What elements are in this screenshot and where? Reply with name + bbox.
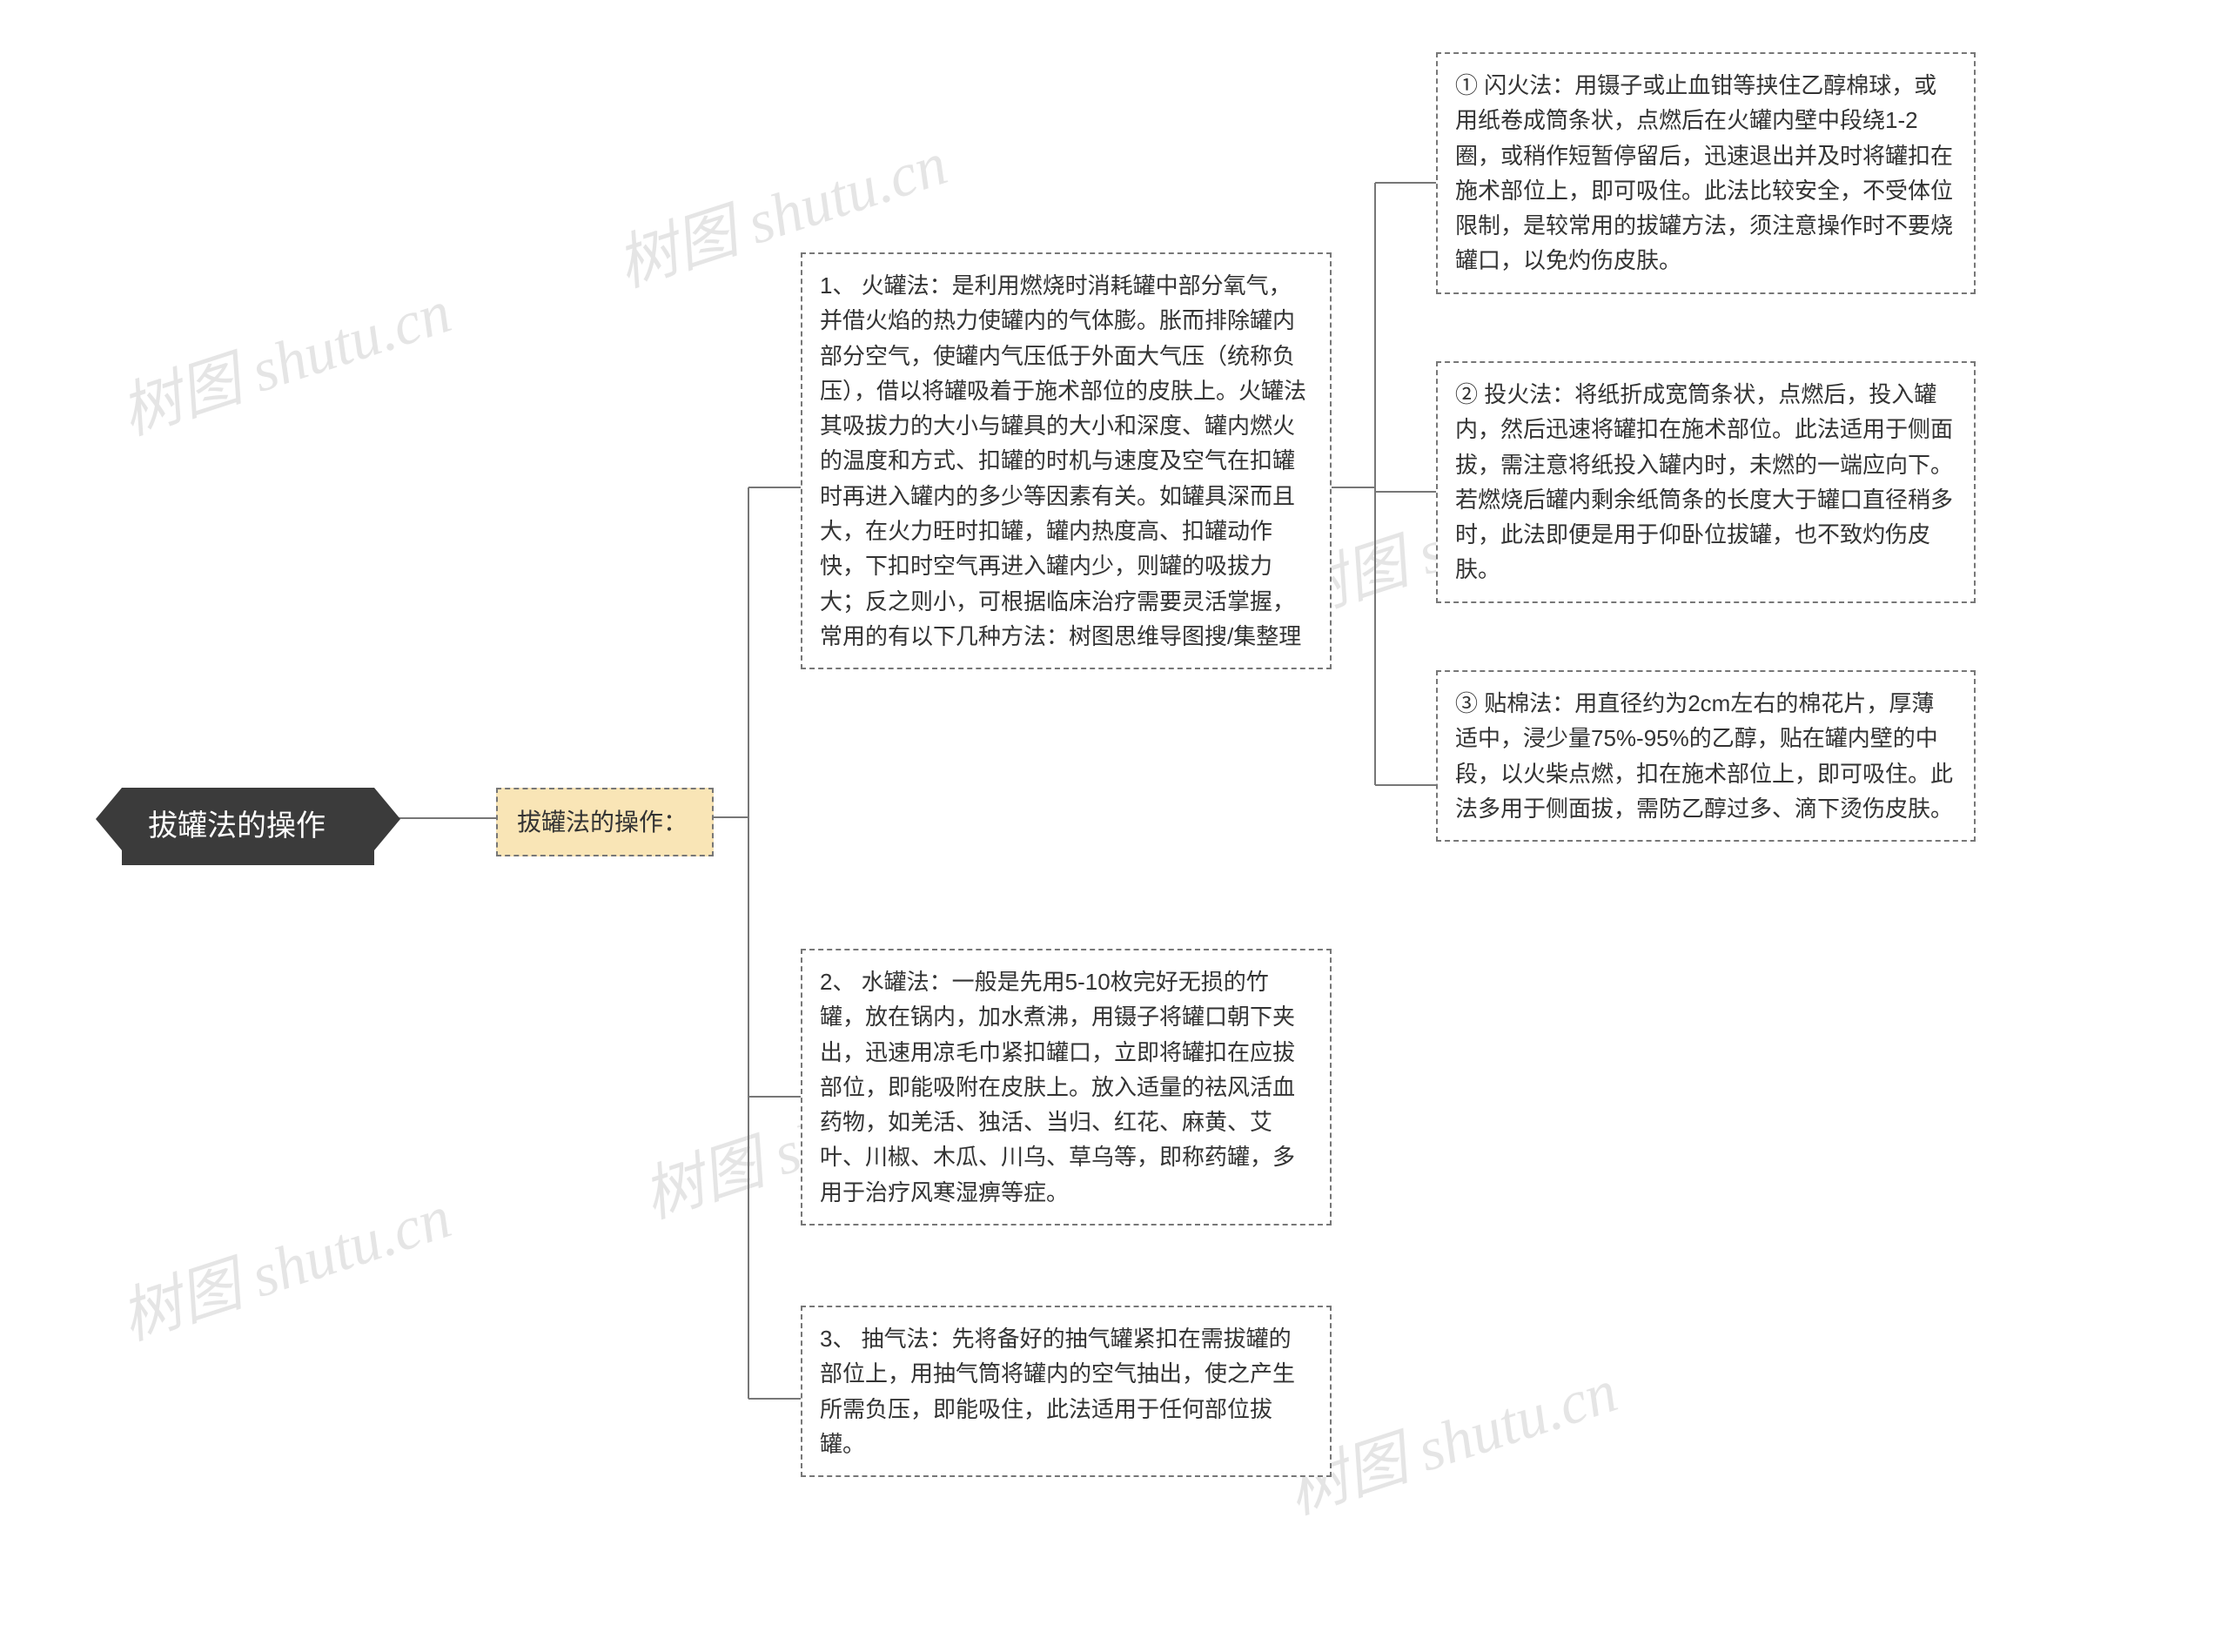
connector-branch-children [714, 483, 801, 1406]
watermark: 树图 shutu.cn [108, 1168, 460, 1357]
node-fire-m1[interactable]: ① 闪火法：用镊子或止血钳等挟住乙醇棉球，或用纸卷成筒条状，点燃后在火罐内壁中段… [1436, 52, 1976, 294]
branch-node[interactable]: 拔罐法的操作： [496, 788, 714, 856]
mindmap-canvas: 树图 shutu.cn 树图 shutu.cn 树图 shutu.cn 树图 s… [0, 0, 2228, 1652]
watermark: 树图 shutu.cn [108, 263, 460, 452]
node-water-method[interactable]: 2、 水罐法：一般是先用5-10枚完好无损的竹罐，放在锅内，加水煮沸，用镊子将罐… [801, 949, 1332, 1226]
root-node[interactable]: 拔罐法的操作 [122, 788, 374, 865]
root-hex-right [374, 788, 400, 850]
node-air-method[interactable]: 3、 抽气法：先将备好的抽气罐紧扣在需拔罐的部位上，用抽气筒将罐内的空气抽出，使… [801, 1306, 1332, 1477]
node-fire-m2[interactable]: ② 投火法：将纸折成宽筒条状，点燃后，投入罐内，然后迅速将罐扣在施术部位。此法适… [1436, 361, 1976, 603]
node-fire-method[interactable]: 1、 火罐法：是利用燃烧时消耗罐中部分氧气，并借火焰的热力使罐内的气体膨。胀而排… [801, 252, 1332, 669]
connector-fire-methods [1332, 178, 1436, 796]
root-hex-left [96, 788, 122, 850]
node-fire-m3[interactable]: ③ 贴棉法：用直径约为2cm左右的棉花片，厚薄适中，浸少量75%-95%的乙醇，… [1436, 670, 1976, 842]
